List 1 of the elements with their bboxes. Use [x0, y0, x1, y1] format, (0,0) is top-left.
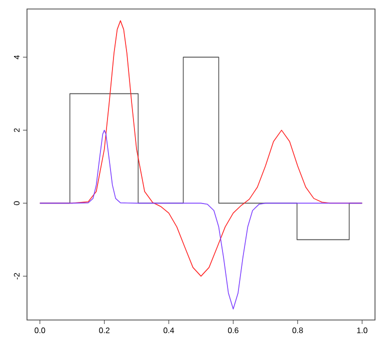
line-series: [39, 130, 363, 310]
